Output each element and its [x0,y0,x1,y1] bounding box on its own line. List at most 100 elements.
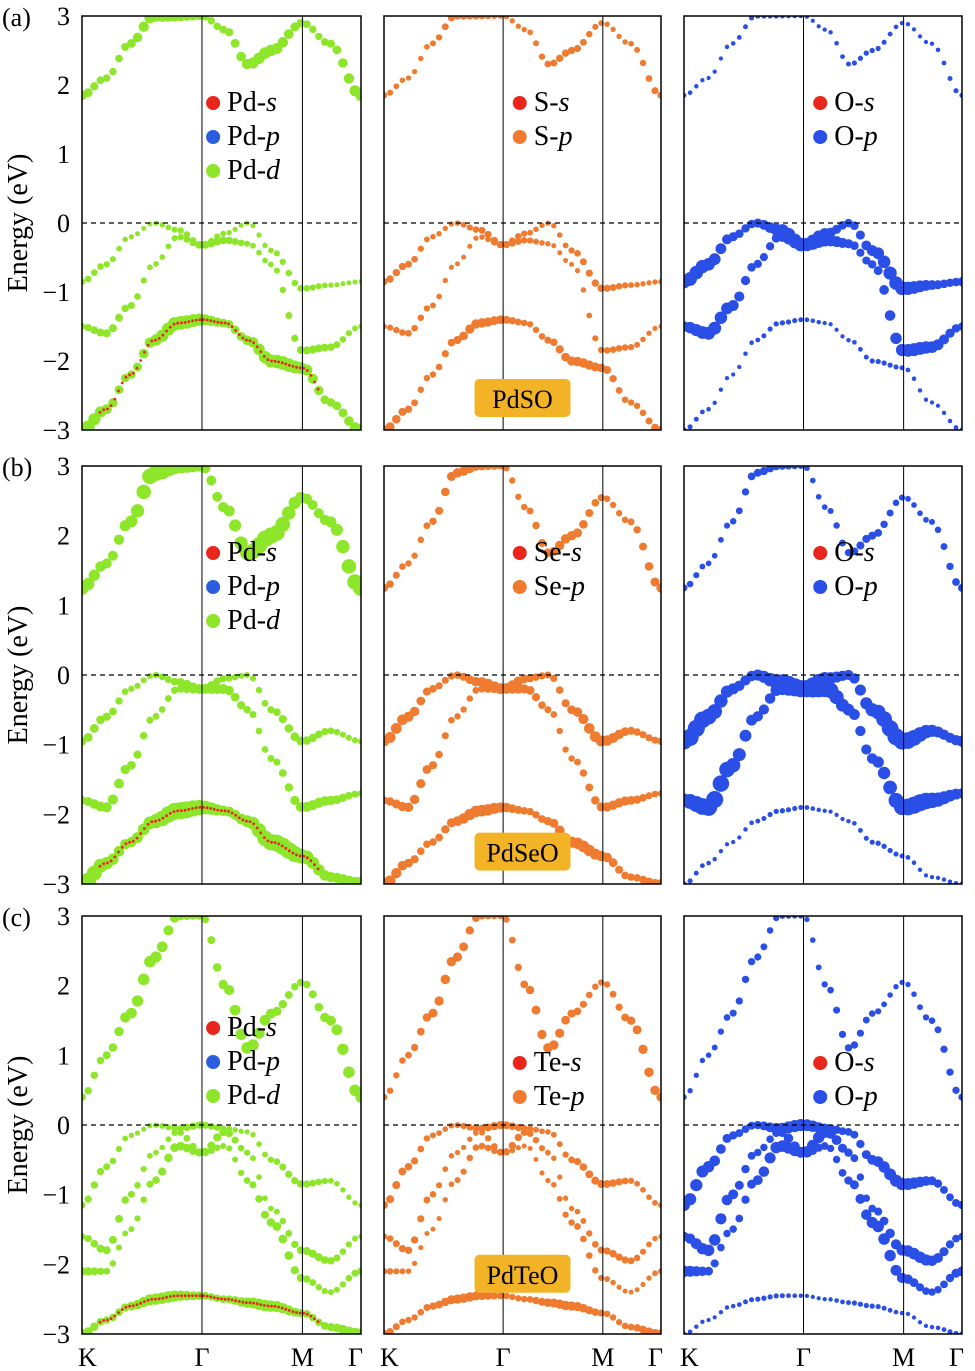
y-tick-label: 0 [57,661,70,690]
band-point-band-v2 [490,1122,499,1131]
band-point-band-v4 [816,1296,821,1301]
band-point-band-v1 [153,1149,159,1156]
band-point-band-v2 [285,1170,293,1178]
legend-label: O-s [834,1047,875,1078]
y-tick-label: −1 [42,731,70,760]
band-point-band-c1 [838,1030,847,1039]
band-point-band-v3 [158,1167,167,1176]
band-point-pd-s [117,850,120,854]
band-point-band-v1 [273,267,280,274]
band-point-band-v2 [545,1129,551,1135]
band-point-band-v3 [822,320,827,326]
band-point-band-c1 [684,584,688,592]
band-point-band-v1 [734,291,745,302]
band-point-band-v3 [441,350,449,358]
band-point-band-c1 [911,502,917,508]
band-point-pd-s [176,809,180,813]
band-point-band-c1 [892,499,900,507]
band-point-band-v1 [90,1239,99,1248]
band-point-band-v2 [109,1157,117,1165]
band-point-band-v4 [767,1294,773,1300]
band-point-band-c1 [881,39,887,45]
band-point-band-c1 [405,560,412,567]
band-point-band-v1 [467,243,473,249]
band-point-band-v2 [89,724,99,733]
legend-label: Pd-s [227,1012,277,1043]
band-point-band-v2 [430,233,436,240]
band-point-band-c1 [747,472,756,481]
band-point-band-v1 [448,264,454,270]
band-point-band-c1 [724,44,730,50]
band-point-band-v3 [852,820,857,826]
band-point-band-v4 [941,1327,947,1332]
band-point-band-v4 [947,1329,953,1334]
band-point-band-v2 [856,1139,865,1149]
band-point-band-c1 [195,916,203,920]
band-point-band-v3 [405,1268,412,1274]
band-point-band-v3 [905,855,911,860]
band-point-band-v3 [633,402,641,409]
band-point-band-c1 [621,516,629,524]
band-point-band-v1 [848,709,860,720]
band-point-band-v1 [597,346,605,354]
band-point-band-c1 [478,16,486,20]
band-point-band-c1 [236,51,246,62]
band-point-band-v1 [627,343,635,351]
band-point-band-v3 [656,879,661,884]
band-point-band-v2 [646,280,652,286]
band-point-band-v1 [562,746,569,753]
band-point-band-v1 [508,1141,516,1150]
band-point-pd-s [209,807,213,810]
band-point-band-v3 [441,825,450,834]
band-point-band-v2 [96,1167,105,1176]
band-point-band-v2 [850,1130,859,1139]
band-point-band-v3 [580,1235,587,1243]
band-point-band-v3 [947,879,953,884]
band-point-band-v4 [309,1313,317,1322]
band-point-band-c1 [735,997,743,1005]
panel-row-label: (c) [2,903,31,932]
band-point-band-v2 [556,1141,563,1148]
band-point-band-v1 [831,1135,842,1146]
band-point-band-v3 [861,1209,872,1220]
band-point-band-v3 [423,840,431,848]
band-point-band-c1 [130,504,145,518]
band-point-band-v2 [741,224,750,233]
band-point-band-v3 [429,838,437,846]
band-point-band-c1 [627,518,635,526]
band-point-band-v2 [351,737,359,744]
x-tick-label: M [892,1343,915,1371]
legend-label: Te-s [534,1047,582,1078]
band-point-band-v2 [568,247,575,254]
band-point-band-c1 [863,50,869,56]
band-point-pd-s [150,820,154,824]
band-point-band-v2 [90,269,98,276]
band-point-band-v1 [766,1135,774,1144]
band-point-pd-s [109,859,113,863]
band-point-band-v1 [267,755,275,762]
band-point-band-c1 [83,88,93,98]
band-point-band-c1 [810,937,816,943]
band-point-band-c1 [484,16,492,20]
band-point-band-c1 [686,580,694,588]
band-point-band-v2 [707,704,723,719]
band-point-pd-s [128,840,132,844]
band-point-band-v2 [423,1135,431,1142]
band-point-band-v2 [957,1200,962,1210]
band-point-band-c1 [868,531,877,540]
band-point-band-v3 [459,331,468,341]
band-point-band-v1 [273,758,281,766]
band-point-pd-s [234,1299,238,1303]
band-point-band-v1 [544,706,552,714]
band-point-band-v2 [572,707,583,717]
band-point-pd-s [245,1301,248,1304]
band-point-band-v3 [875,840,881,846]
band-point-band-c1 [934,526,942,534]
material-tag: PdTeO [487,1261,559,1290]
band-point-band-v3 [454,1177,461,1184]
band-point-band-v2 [854,684,866,696]
band-point-pd-s [102,862,106,865]
legend-marker [206,96,221,110]
band-point-band-v3 [953,425,959,430]
band-point-pd-s [252,1301,256,1305]
